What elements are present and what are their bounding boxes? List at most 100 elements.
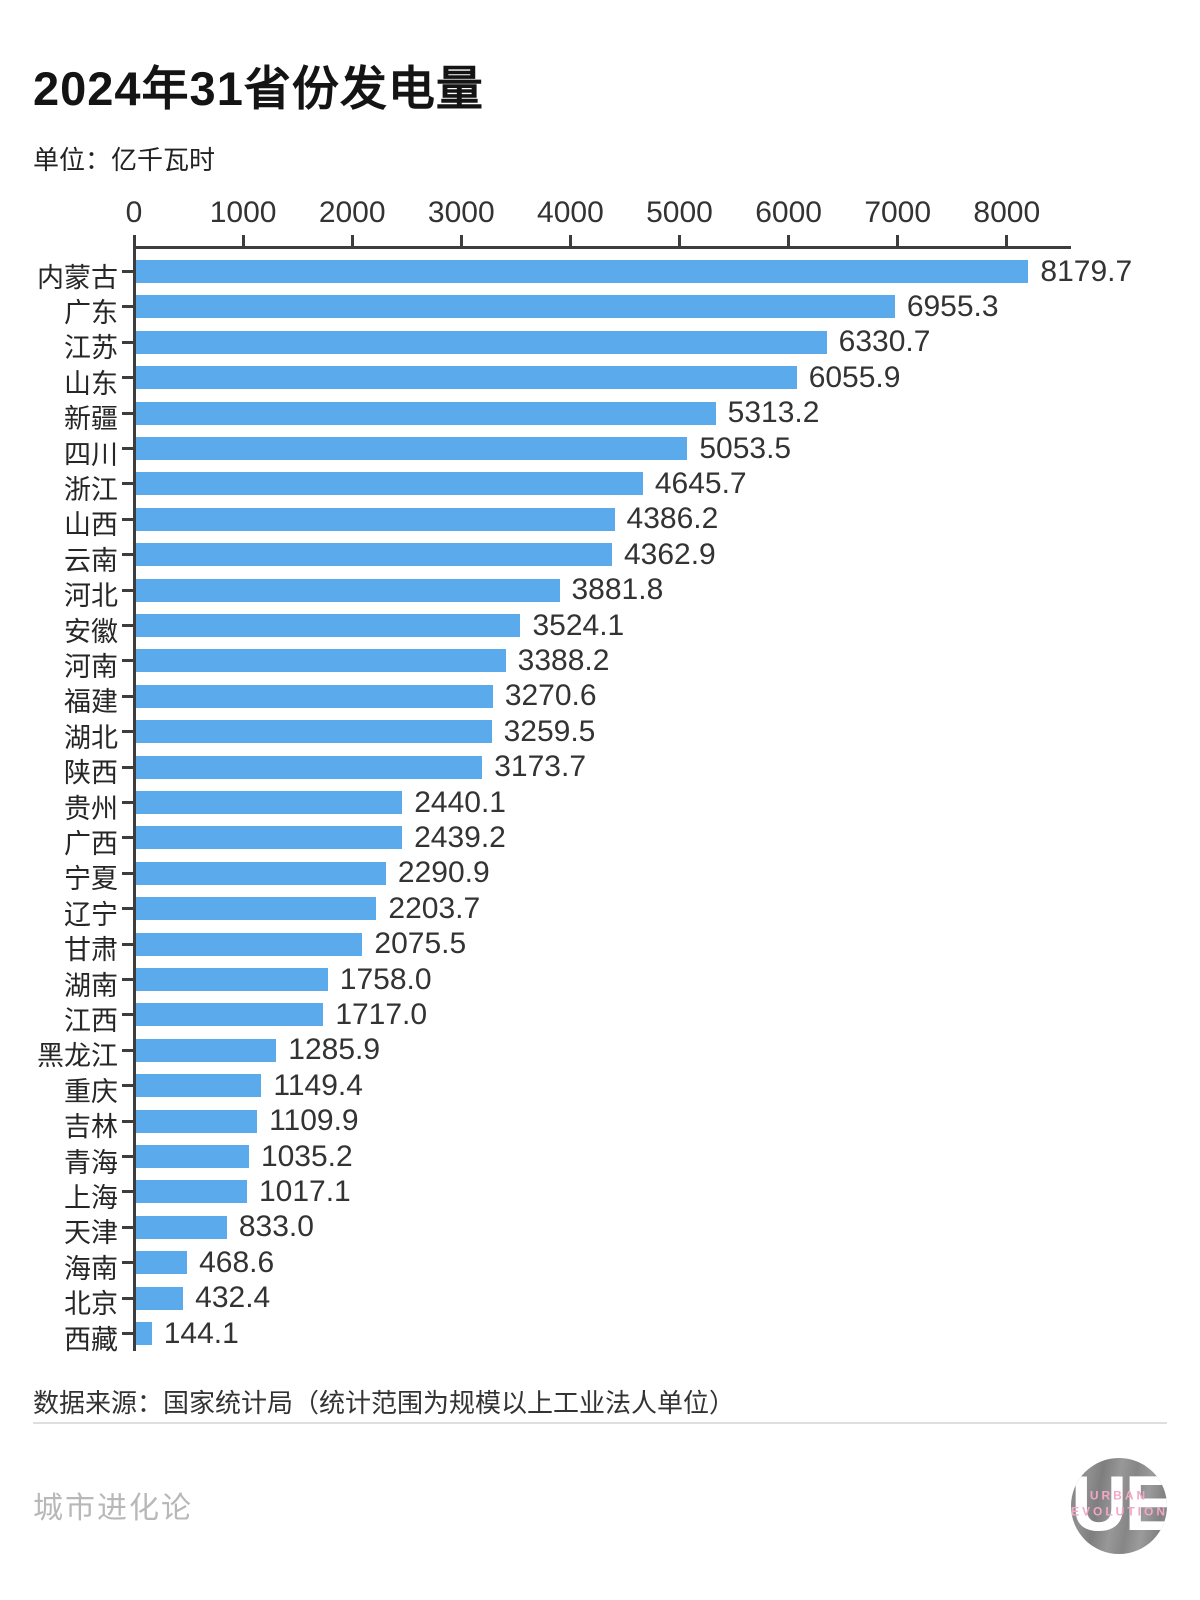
province-label: 青海 (64, 1147, 118, 1178)
bar-value-label: 833.0 (238, 1210, 314, 1244)
bar-天津 (136, 1215, 227, 1239)
y-axis-tick (122, 1013, 133, 1017)
province-label: 贵州 (64, 793, 118, 824)
bar-value-label: 2290.9 (397, 856, 490, 890)
bar-value-label: 1758.0 (339, 962, 432, 996)
province-label: 湖北 (64, 722, 118, 753)
bar-江苏 (136, 330, 827, 354)
bar-value-label: 2439.2 (414, 820, 506, 854)
bar-广西 (136, 826, 403, 850)
bar-黑龙江 (136, 1038, 277, 1062)
bar-西藏 (136, 1322, 152, 1345)
logo-subtext: URBAN EVOLUTION (1071, 1487, 1167, 1519)
bar-value-label: 8179.7 (1040, 254, 1133, 288)
x-axis-tick (787, 235, 791, 246)
logo-subtext-line2: EVOLUTION (1071, 1504, 1167, 1519)
province-label: 新疆 (64, 404, 118, 435)
y-axis-tick (122, 1261, 133, 1265)
y-axis-tick (122, 517, 133, 521)
x-axis-tick-label: 6000 (755, 196, 822, 229)
y-axis-tick (122, 553, 133, 557)
bar-湖南 (136, 968, 328, 991)
x-axis-tick-label: 5000 (646, 196, 713, 229)
y-axis-tick (122, 624, 133, 627)
bar-广东 (136, 295, 895, 319)
y-axis-tick (122, 801, 133, 804)
bar-云南 (136, 543, 612, 567)
y-axis-tick (122, 1225, 133, 1229)
bar-value-label: 1017.1 (258, 1174, 351, 1208)
bar-安徽 (136, 614, 521, 637)
province-label: 江苏 (64, 333, 118, 364)
chart-unit-label: 单位：亿千瓦时 (33, 145, 216, 175)
y-axis-tick (122, 447, 133, 450)
bar-value-label: 5053.5 (699, 431, 792, 465)
bar-value-label: 1285.9 (288, 1033, 381, 1067)
bar-value-label: 468.6 (199, 1245, 275, 1279)
province-label: 北京 (64, 1289, 118, 1320)
bar-value-label: 4386.2 (626, 502, 719, 536)
y-axis-tick (122, 907, 133, 911)
province-label: 江西 (64, 1005, 118, 1036)
y-axis-line (133, 246, 136, 1351)
y-axis-tick (122, 765, 133, 769)
y-axis-tick (122, 1048, 133, 1052)
y-axis-tick (122, 730, 133, 734)
y-axis-tick (122, 942, 133, 946)
bar-重庆 (136, 1074, 262, 1098)
province-label: 山东 (64, 368, 118, 399)
province-label: 甘肃 (64, 935, 118, 966)
y-axis-tick (122, 836, 133, 840)
bar-value-label: 5313.2 (727, 396, 820, 430)
bar-value-label: 2075.5 (374, 927, 467, 961)
logo-initials: UE (1071, 1458, 1167, 1547)
divider-line (33, 1422, 1167, 1424)
province-label: 湖南 (64, 970, 118, 1001)
y-axis-tick (122, 871, 133, 875)
bar-value-label: 3524.1 (532, 608, 625, 642)
bar-value-label: 1149.4 (273, 1068, 363, 1102)
y-axis-tick (122, 694, 133, 698)
y-axis-tick (122, 1190, 133, 1194)
bar-value-label: 3173.7 (494, 750, 587, 784)
x-axis-tick-label: 0 (125, 196, 143, 229)
bar-吉林 (136, 1109, 258, 1133)
y-axis-tick (122, 1296, 133, 1300)
x-axis-tick (132, 235, 136, 246)
bar-chart: 0 1000 2000 3000 4000 5000 6000 7000 8000 内蒙古 817… (0, 190, 1200, 1370)
province-label: 天津 (64, 1218, 118, 1249)
bar-value-label: 432.4 (195, 1281, 271, 1315)
y-axis-tick (122, 411, 133, 415)
x-axis-tick (678, 235, 681, 246)
x-axis-tick-label: 2000 (318, 196, 386, 229)
y-axis-tick (122, 305, 133, 309)
x-axis-tick (896, 235, 900, 246)
province-label: 安徽 (64, 616, 118, 647)
logo-subtext-line1: URBAN (1089, 1488, 1149, 1503)
y-axis-tick (122, 1084, 133, 1088)
province-label: 西藏 (64, 1324, 118, 1355)
bar-内蒙古 (136, 260, 1029, 283)
y-axis-tick (122, 340, 133, 344)
bar-value-label: 6955.3 (906, 289, 999, 323)
bar-value-label: 3259.5 (503, 714, 596, 748)
bar-value-label: 1717.0 (335, 997, 428, 1031)
province-label: 重庆 (64, 1076, 118, 1107)
province-label: 海南 (64, 1253, 118, 1284)
bar-value-label: 4362.9 (623, 537, 716, 571)
bar-河北 (136, 578, 560, 602)
province-label: 陕西 (64, 758, 118, 789)
x-axis-tick-label: 4000 (537, 196, 604, 229)
bar-北京 (136, 1286, 184, 1310)
province-label: 福建 (64, 687, 118, 718)
province-label: 四川 (64, 439, 118, 470)
bar-value-label: 2440.1 (414, 785, 506, 819)
province-label: 河南 (64, 651, 118, 682)
bar-山西 (136, 507, 615, 531)
province-label: 河北 (64, 581, 118, 612)
bar-江西 (136, 1003, 324, 1027)
y-axis-tick (122, 588, 133, 592)
bar-陕西 (136, 755, 483, 779)
x-axis-tick-label: 7000 (864, 196, 932, 229)
